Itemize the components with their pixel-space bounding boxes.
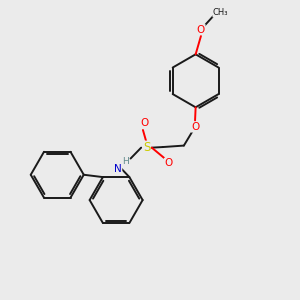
Text: CH₃: CH₃ xyxy=(213,8,228,17)
Text: O: O xyxy=(191,122,199,132)
Text: S: S xyxy=(143,141,150,154)
Text: H: H xyxy=(122,157,129,166)
Text: O: O xyxy=(197,25,205,34)
Text: O: O xyxy=(140,118,148,128)
Text: O: O xyxy=(164,158,173,168)
Text: N: N xyxy=(114,164,122,174)
